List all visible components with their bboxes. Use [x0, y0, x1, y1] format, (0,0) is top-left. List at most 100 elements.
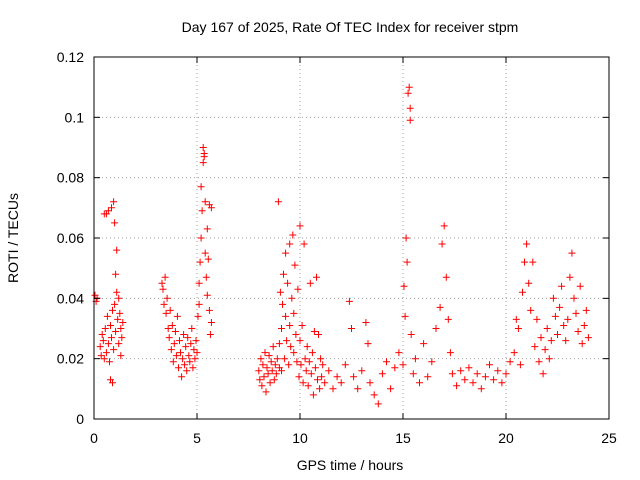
- data-point: [298, 322, 306, 329]
- data-point: [175, 364, 182, 372]
- data-point: [564, 315, 572, 323]
- data-point: [535, 358, 543, 366]
- data-point: [117, 325, 125, 332]
- data-point: [114, 315, 122, 323]
- data-point: [308, 349, 316, 357]
- data-point: [199, 159, 207, 167]
- data-point: [270, 376, 278, 384]
- data-point: [278, 367, 285, 375]
- data-point: [521, 258, 528, 266]
- data-point: [177, 349, 184, 357]
- data-point: [186, 358, 194, 366]
- data-point: [516, 361, 524, 369]
- y-tick-label: 0.12: [57, 49, 84, 65]
- data-point: [264, 370, 272, 378]
- data-point: [366, 379, 374, 387]
- y-tick-labels: 0 0.02 0.04 0.06 0.08 0.1 0.12: [57, 49, 84, 427]
- data-point: [303, 343, 311, 351]
- data-point: [111, 300, 119, 308]
- data-point: [370, 391, 378, 399]
- data-point: [96, 343, 104, 351]
- data-point: [374, 400, 382, 408]
- data-point: [457, 367, 465, 375]
- data-point: [453, 382, 461, 390]
- data-point: [185, 352, 193, 360]
- data-point: [98, 331, 106, 338]
- data-point: [406, 104, 414, 112]
- data-point: [164, 325, 172, 332]
- data-point: [302, 367, 310, 375]
- data-point: [580, 322, 588, 329]
- data-point: [192, 337, 200, 345]
- data-point: [391, 364, 399, 372]
- data-point: [543, 325, 551, 332]
- data-point: [549, 294, 557, 302]
- data-point: [111, 219, 119, 227]
- data-point: [291, 261, 299, 269]
- data-point: [282, 312, 290, 320]
- data-point: [107, 322, 114, 329]
- data-point: [297, 361, 305, 369]
- data-point: [545, 355, 553, 363]
- data-point: [97, 352, 105, 360]
- data-point: [176, 337, 183, 345]
- data-point: [337, 379, 345, 387]
- data-point: [261, 349, 269, 357]
- x-axis-label: GPS time / hours: [297, 457, 404, 473]
- data-point: [461, 376, 469, 384]
- data-point: [424, 373, 432, 381]
- data-point: [333, 373, 341, 381]
- data-point: [279, 300, 286, 308]
- data-point: [200, 150, 208, 157]
- data-point: [400, 282, 408, 290]
- data-point: [282, 249, 290, 257]
- data-point: [473, 370, 481, 378]
- data-point: [284, 279, 292, 287]
- data-point: [267, 358, 275, 366]
- data-point: [551, 312, 559, 320]
- data-point: [329, 385, 337, 393]
- data-point: [162, 309, 170, 317]
- data-point: [101, 325, 109, 332]
- data-point: [202, 273, 210, 281]
- data-point: [103, 312, 111, 320]
- y-tick-label: 0.1: [65, 109, 85, 125]
- data-point: [525, 279, 533, 287]
- data-point: [556, 303, 564, 311]
- data-point: [519, 288, 526, 296]
- data-point: [159, 285, 167, 293]
- data-point: [113, 288, 121, 296]
- data-point: [110, 346, 118, 354]
- data-point: [273, 355, 281, 363]
- data-point: [387, 385, 395, 393]
- data-point: [180, 331, 188, 338]
- data-point: [275, 340, 283, 348]
- data-point: [287, 343, 295, 351]
- data-point: [572, 309, 580, 317]
- data-point: [446, 349, 454, 357]
- data-point: [481, 373, 489, 381]
- data-point: [407, 331, 415, 338]
- data-point: [194, 312, 202, 320]
- data-point: [290, 349, 298, 357]
- y-axis-label: ROTI / TECUs: [5, 193, 21, 283]
- data-point: [440, 222, 448, 230]
- data-point: [158, 279, 166, 287]
- data-point: [108, 334, 115, 342]
- data-point: [179, 355, 187, 363]
- data-point: [109, 379, 116, 387]
- data-point: [257, 355, 265, 363]
- data-point: [362, 319, 370, 326]
- data-point: [510, 349, 518, 357]
- data-point: [527, 306, 535, 314]
- data-point: [502, 370, 510, 378]
- data-point: [416, 379, 423, 387]
- data-point: [288, 294, 296, 302]
- data-point: [490, 376, 498, 384]
- data-point: [295, 373, 303, 381]
- data-point: [547, 337, 555, 345]
- data-point: [406, 116, 414, 124]
- data-point: [161, 273, 169, 281]
- data-point: [316, 385, 324, 393]
